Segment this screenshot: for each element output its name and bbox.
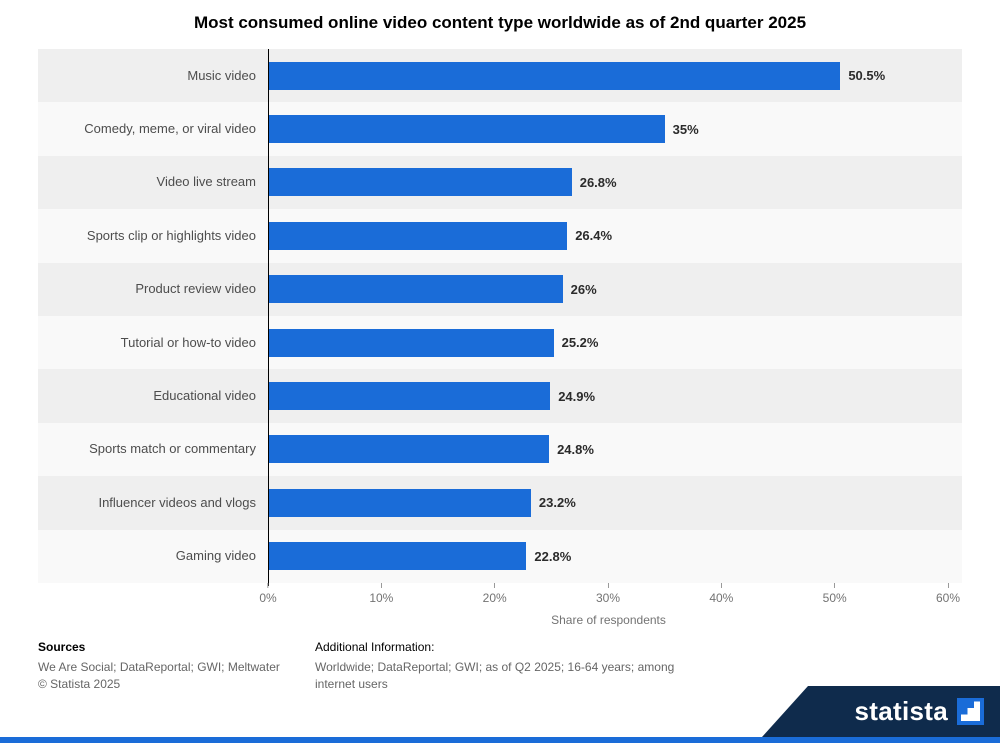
statista-logo-text: statista	[854, 696, 948, 726]
category-label: Video live stream	[156, 174, 256, 190]
tick-mark	[494, 582, 496, 588]
bar	[268, 168, 572, 197]
bar	[268, 221, 568, 250]
value-label: 24.9%	[558, 388, 596, 404]
bar-chart: Music video 50.5% Comedy, meme, or viral v…	[0, 49, 1000, 629]
bar	[268, 382, 551, 411]
additional-info-heading: Additional Information:	[315, 640, 435, 654]
chart-row: Educational video 24.9%	[38, 369, 962, 423]
tick-mark	[834, 582, 836, 588]
category-label: Gaming video	[175, 548, 256, 564]
tick-mark	[607, 582, 609, 588]
value-label: 24.8%	[557, 441, 594, 457]
value-label: 26.4%	[575, 228, 613, 244]
bar	[268, 328, 554, 357]
chart-rows: Music video 50.5% Comedy, meme, or viral v…	[38, 49, 962, 583]
y-axis-line	[268, 49, 269, 586]
chart-row: Sports match or commentary 24.8%	[38, 422, 962, 477]
category-label: Music video	[187, 67, 256, 83]
x-axis-ticks: 0% 10% 20% 30% 40% 50% 60%	[259, 582, 960, 607]
bar	[268, 275, 563, 304]
chart-row: Tutorial or how-to video 25.2%	[38, 315, 962, 370]
bar-zone: 25.2%	[268, 316, 962, 369]
tick-label: 40%	[709, 590, 734, 605]
value-label: 26%	[570, 281, 597, 297]
category-label: Influencer videos and vlogs	[98, 494, 256, 510]
value-label: 50.5%	[848, 68, 886, 84]
chart-row: Gaming video 22.8%	[38, 529, 962, 583]
x-tick: 20%	[482, 582, 507, 605]
tick-label: 50%	[822, 590, 847, 605]
tick-label: 30%	[595, 590, 621, 605]
x-tick: 40%	[709, 582, 734, 605]
bar-zone: 35%	[268, 102, 962, 155]
x-tick: 60%	[935, 582, 961, 605]
value-label: 23.2%	[538, 495, 576, 511]
chart-row: Product review video 26%	[38, 262, 962, 316]
value-label: 25.2%	[561, 335, 599, 351]
statista-banner: statista	[762, 686, 1000, 737]
x-tick: 10%	[369, 582, 394, 605]
statista-logo-icon	[957, 698, 984, 725]
bar	[268, 115, 665, 144]
value-label: 26.8%	[579, 174, 617, 190]
tick-mark	[947, 582, 949, 588]
tick-label: 60%	[935, 590, 961, 605]
chart-row: Influencer videos and vlogs 23.2%	[38, 476, 962, 530]
copyright-text: © Statista 2025	[38, 677, 121, 692]
bar-zone: 26%	[268, 263, 962, 316]
tick-label: 10%	[369, 590, 394, 605]
bar	[268, 488, 531, 517]
category-label: Educational video	[153, 387, 256, 403]
additional-info-text: Worldwide; DataReportal; GWI; as of Q2 2…	[315, 660, 675, 692]
bar-zone: 50.5%	[268, 49, 962, 102]
sources-heading: Sources	[38, 640, 86, 654]
bar-zone: 24.8%	[268, 423, 962, 476]
category-label: Comedy, meme, or viral video	[84, 120, 256, 136]
bar	[268, 542, 527, 571]
chart-row: Music video 50.5%	[38, 49, 962, 103]
chart-title: Most consumed online video content type …	[193, 13, 807, 32]
x-tick: 50%	[822, 582, 847, 605]
bar	[268, 61, 841, 90]
category-label: Tutorial or how-to video	[120, 334, 256, 350]
bar-zone: 22.8%	[268, 530, 962, 583]
bar-zone: 23.2%	[268, 476, 962, 529]
x-axis-label: Share of respondents	[551, 612, 666, 627]
bottom-accent-strip	[0, 737, 1000, 743]
tick-mark	[720, 582, 722, 588]
tick-mark	[267, 582, 269, 588]
value-label: 22.8%	[534, 548, 572, 564]
bar-zone: 26.4%	[268, 209, 962, 262]
category-label: Sports clip or highlights video	[86, 227, 256, 243]
chart-row: Video live stream 26.8%	[38, 155, 962, 210]
tick-mark	[380, 582, 382, 588]
x-tick: 30%	[595, 582, 621, 605]
tick-label: 0%	[259, 590, 277, 605]
category-label: Product review video	[135, 281, 256, 297]
bar	[268, 435, 550, 464]
additional-info-block: Additional Information: Worldwide; DataR…	[315, 640, 683, 694]
tick-label: 20%	[482, 590, 507, 605]
chart-row: Sports clip or highlights video 26.4%	[38, 209, 962, 263]
sources-block: Sources We Are Social; DataReportal; GWI…	[38, 640, 280, 694]
sources-text: We Are Social; DataReportal; GWI; Meltwa…	[38, 660, 280, 674]
chart-row: Comedy, meme, or viral video 35%	[38, 102, 962, 156]
value-label: 35%	[672, 121, 699, 137]
bar-zone: 24.9%	[268, 369, 962, 422]
category-label: Sports match or commentary	[89, 441, 256, 457]
x-tick: 0%	[259, 582, 277, 605]
x-axis-label-wrap: Share of respondents	[268, 611, 949, 629]
bar-zone: 26.8%	[268, 156, 962, 209]
